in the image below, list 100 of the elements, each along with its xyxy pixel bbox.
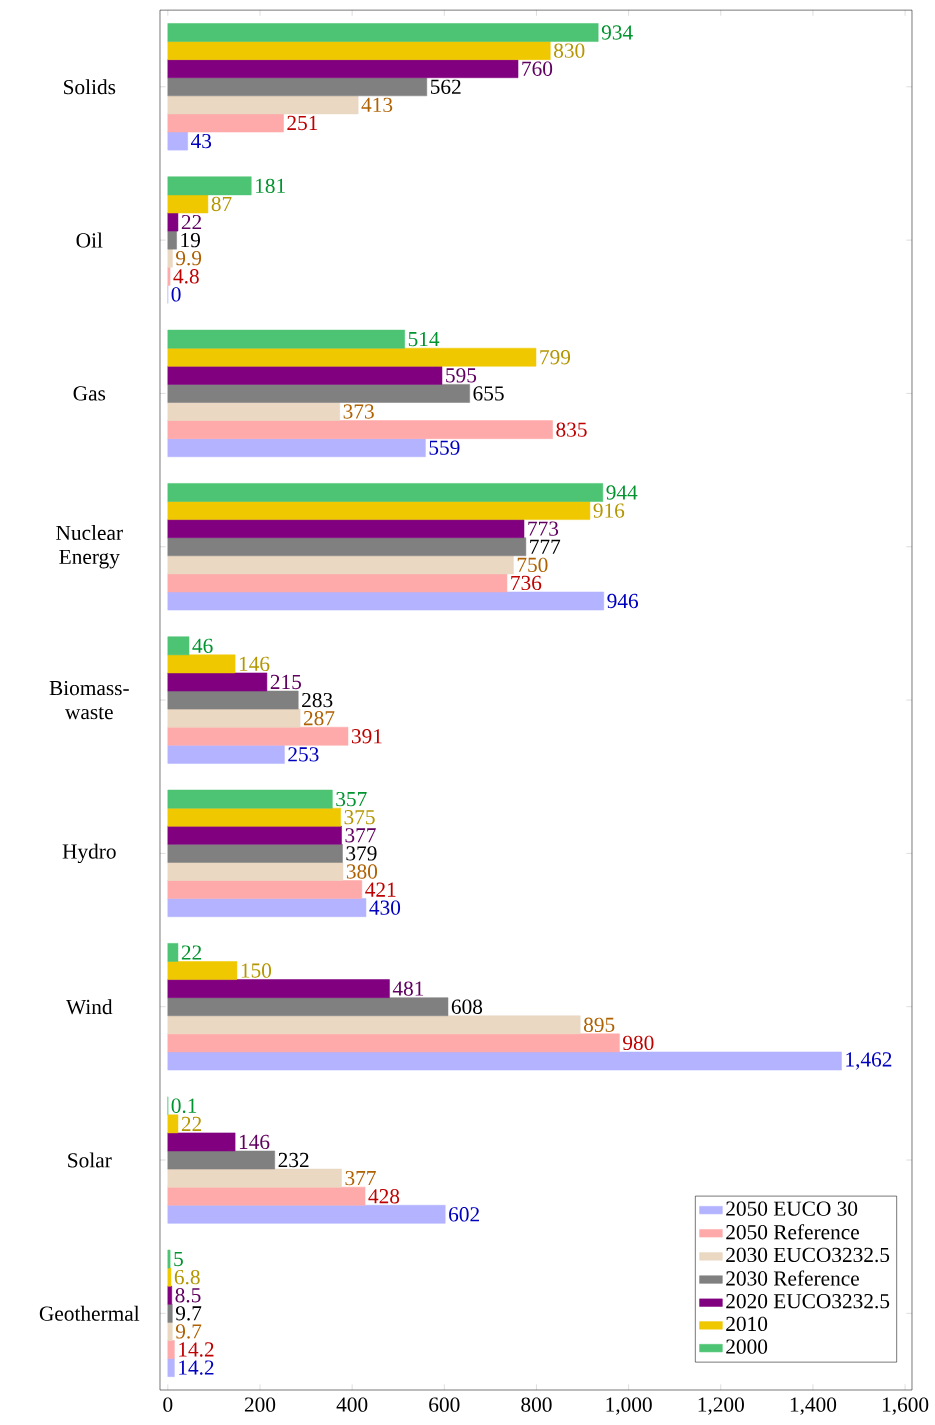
data-label: 608: [451, 999, 483, 1014]
data-label: 377: [345, 1170, 376, 1186]
bar: [167, 41, 551, 60]
data-label: 251: [287, 115, 318, 131]
bar: [167, 961, 238, 980]
data-label: 750: [517, 557, 548, 573]
data-label: 375: [344, 810, 375, 825]
x-tick-label: 1,600: [882, 1397, 929, 1415]
bar: [167, 862, 344, 881]
bar: [167, 1285, 173, 1305]
bar: [167, 997, 449, 1017]
data-label: 391: [351, 729, 382, 744]
bar: [167, 212, 179, 232]
data-label: 19: [181, 232, 200, 248]
x-tick-label: 800: [521, 1397, 552, 1412]
x-tick-label: 1,400: [790, 1397, 837, 1415]
data-label: 481: [392, 981, 424, 996]
y-tick-label: Wind: [66, 999, 113, 1015]
bar: [167, 1340, 175, 1359]
bar: [167, 501, 591, 520]
bar: [167, 230, 177, 250]
bar: [167, 745, 285, 764]
data-label: 835: [556, 422, 587, 437]
y-tick-label: Geothermal: [39, 1305, 140, 1321]
bar: [167, 1114, 179, 1134]
bar: [167, 1204, 446, 1224]
data-label: 934: [601, 25, 633, 40]
bar: [167, 1051, 842, 1071]
bar: [167, 789, 333, 809]
bar: [167, 1186, 366, 1206]
bar: [167, 573, 508, 593]
bar: [167, 131, 188, 151]
data-label: 146: [239, 656, 270, 672]
data-label: 0: [171, 287, 181, 302]
x-tick-label: 0: [163, 1397, 173, 1412]
data-label: 14.2: [179, 1342, 214, 1357]
data-label: 421: [365, 882, 396, 897]
data-label: 760: [522, 61, 553, 76]
x-tick-label: 400: [336, 1397, 368, 1412]
data-label: 773: [528, 521, 559, 536]
data-label: 9.7: [175, 1324, 202, 1339]
bar: [167, 636, 190, 656]
bar: [167, 1150, 275, 1170]
data-label: 380: [346, 864, 378, 879]
bar: [167, 844, 343, 863]
bar: [167, 880, 363, 899]
data-label: 14.2: [179, 1360, 214, 1375]
data-label: 357: [336, 791, 367, 807]
bar: [167, 537, 527, 557]
data-label: 377: [345, 828, 376, 843]
bar: [167, 1015, 581, 1035]
data-label: 655: [473, 386, 504, 401]
data-label: 8.5: [175, 1288, 201, 1303]
bar: [167, 347, 537, 367]
y-tick-label: Oil: [76, 232, 103, 248]
bar: [167, 825, 342, 845]
y-tick-label: Solids: [64, 79, 116, 95]
bar: [167, 898, 367, 917]
data-label: 43: [191, 133, 212, 149]
legend-label: 2000: [726, 1339, 768, 1354]
bar: [167, 1249, 171, 1269]
bar: [167, 483, 604, 502]
legend-label: 2020 EUCO3232.5: [726, 1293, 890, 1309]
data-label: 559: [429, 440, 460, 455]
bar: [167, 1322, 173, 1341]
legend-label: 2010: [726, 1316, 768, 1332]
x-tick-label: 200: [244, 1397, 276, 1412]
data-label: 9.7: [175, 1306, 202, 1321]
data-label: 283: [302, 692, 333, 708]
legend-label: 2030 Reference: [726, 1270, 859, 1286]
bar: [167, 59, 519, 79]
bar: [167, 113, 284, 133]
data-label: 146: [239, 1134, 270, 1150]
x-tick-label: 1,000: [606, 1397, 652, 1415]
bar: [167, 519, 525, 538]
bar: [167, 329, 405, 349]
bar: [167, 1358, 175, 1377]
data-label: 1,462: [846, 1052, 892, 1070]
y-tick-label: Nuclear Energy: [56, 525, 123, 569]
data-label: 413: [361, 97, 393, 113]
data-label: 562: [430, 79, 461, 94]
bar: [167, 1132, 236, 1152]
data-label: 0.1: [171, 1098, 197, 1113]
x-tick-label: 1,200: [698, 1397, 744, 1415]
data-label: 379: [346, 846, 377, 861]
data-label: 946: [607, 593, 639, 609]
bar: [167, 979, 390, 998]
data-label: 215: [270, 674, 301, 690]
data-label: 602: [449, 1207, 479, 1222]
y-tick-label: Solar: [68, 1152, 112, 1168]
data-label: 22: [181, 1116, 202, 1131]
data-label: 777: [530, 539, 561, 554]
bar: [167, 23, 599, 42]
bar: [167, 690, 299, 710]
data-label: 980: [623, 1035, 654, 1051]
data-label: 944: [606, 485, 638, 500]
bar: [167, 266, 171, 286]
bar: [167, 384, 470, 403]
bar: [167, 708, 301, 728]
bar: [167, 1168, 342, 1188]
